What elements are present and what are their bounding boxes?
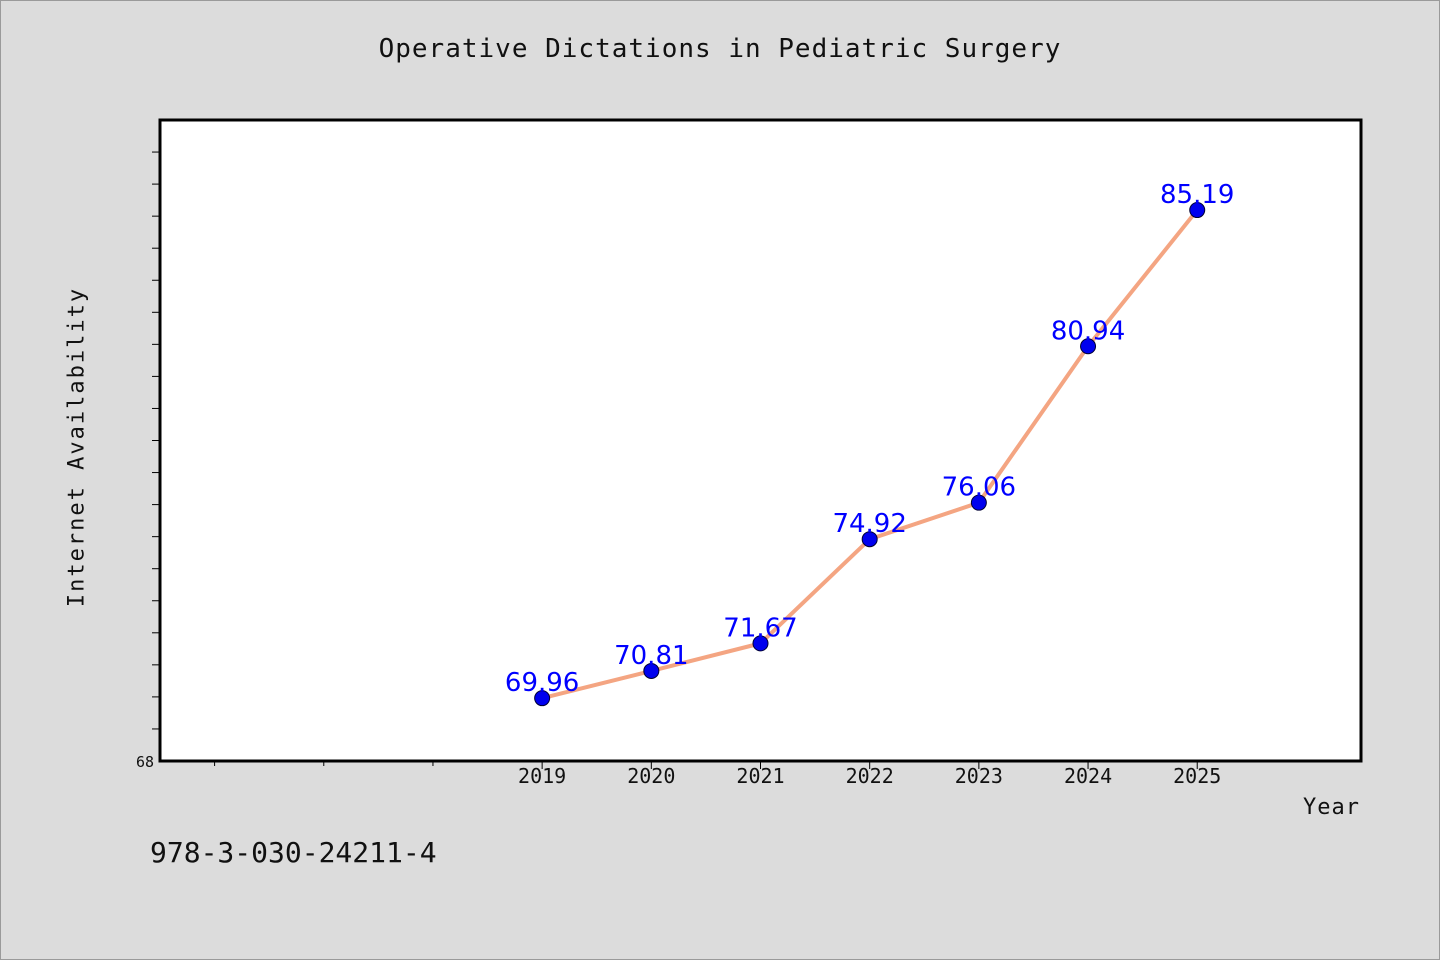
data-point [861,531,878,548]
data-point [970,494,987,511]
x-tick-label: 2020 [627,764,675,788]
x-tick-label: 2021 [736,764,784,788]
footer-code: 978-3-030-24211-4 [150,836,437,869]
plot-area [158,118,1363,763]
data-label: 85.19 [1160,180,1234,210]
data-point [534,690,551,707]
data-point [643,662,660,679]
data-label: 70.81 [614,641,688,671]
data-label: 76.06 [942,473,1016,503]
chart-title: Operative Dictations in Pediatric Surger… [378,34,1062,64]
data-label: 69.96 [505,668,579,698]
data-label: 71.67 [723,613,797,643]
x-tick-label: 2022 [846,764,894,788]
data-point [1080,338,1097,355]
x-tick-label: 2019 [518,764,566,788]
data-point [1189,202,1206,219]
x-axis-title: Year [1303,795,1360,820]
data-label: 74.92 [832,509,906,539]
y-tick-label: 68 [136,753,154,771]
data-point [752,635,769,652]
x-tick-label: 2025 [1173,764,1221,788]
data-label: 80.94 [1051,316,1125,346]
x-tick-label: 2024 [1064,764,1112,788]
x-tick-label: 2023 [955,764,1003,788]
